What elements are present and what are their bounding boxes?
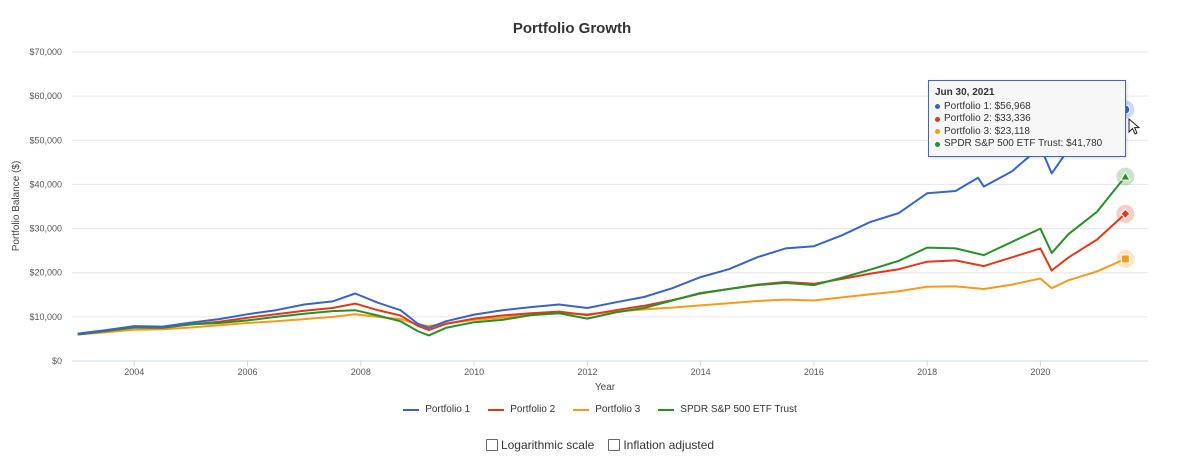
chart-title: Portfolio Growth xyxy=(513,20,631,37)
tooltip-dot xyxy=(935,129,940,135)
chart-tooltip: Jun 30, 2021 Portfolio 1: $56,968 Portfo… xyxy=(928,80,1126,157)
x-tick-label: 2008 xyxy=(351,367,371,377)
tooltip-dot xyxy=(935,141,940,147)
chart-options: Logarithmic scale Inflation adjusted xyxy=(0,438,1200,452)
tooltip-row-text: Portfolio 1: $56,968 xyxy=(944,100,1031,112)
tooltip-dot xyxy=(935,104,940,110)
legend-swatch xyxy=(573,408,590,411)
legend-label: Portfolio 1 xyxy=(425,404,471,415)
x-tick-label: 2016 xyxy=(804,367,824,377)
series-lines xyxy=(77,108,1127,337)
tooltip-row-text: Portfolio 2: $33,336 xyxy=(944,113,1031,124)
tooltip-row: Portfolio 3: $23,118 xyxy=(935,126,1119,139)
x-tick-label: 2020 xyxy=(1030,367,1050,377)
marker-portfolio-3[interactable] xyxy=(1120,254,1130,264)
series-line-portfolio-2[interactable] xyxy=(77,213,1126,336)
log-scale-checkbox[interactable] xyxy=(485,439,498,451)
y-tick-label: $60,000 xyxy=(29,91,62,101)
inflation-checkbox[interactable] xyxy=(608,439,621,451)
x-axis-title: Year xyxy=(595,382,616,393)
marker-portfolio-2[interactable] xyxy=(1120,208,1131,220)
legend-swatch xyxy=(658,408,675,411)
series-line-spdr-s-p-500-etf-trust[interactable] xyxy=(77,175,1127,337)
legend-item-portfolio-3[interactable]: Portfolio 3 xyxy=(573,404,640,415)
x-tick-label: 2014 xyxy=(691,367,711,377)
y-tick-label: $30,000 xyxy=(29,224,62,234)
x-tick-label: 2004 xyxy=(124,367,144,377)
legend-label: Portfolio 3 xyxy=(595,404,641,415)
log-scale-label: Logarithmic scale xyxy=(500,438,595,452)
inflation-option[interactable]: Inflation adjusted xyxy=(608,438,714,452)
x-tick-label: 2010 xyxy=(464,367,484,377)
tooltip-row-text: SPDR S&P 500 ETF Trust: $41,780 xyxy=(944,138,1103,149)
portfolio-growth-chart: Portfolio Growth $0 $10,000 $20,000 $30,000… xyxy=(11,20,1148,393)
legend-item-spdr[interactable]: SPDR S&P 500 ETF Trust xyxy=(658,404,797,415)
legend-swatch xyxy=(403,408,420,411)
series-line-portfolio-1[interactable] xyxy=(77,108,1126,335)
tooltip-dot xyxy=(935,116,940,122)
tooltip-row-text: Portfolio 3: $23,118 xyxy=(944,125,1030,137)
y-axis-title: Portfolio Balance ($) xyxy=(11,161,22,252)
inflation-label: Inflation adjusted xyxy=(623,438,715,452)
y-tick-label: $40,000 xyxy=(29,179,62,189)
series-line-portfolio-3[interactable] xyxy=(77,258,1126,336)
tooltip-row: SPDR S&P 500 ETF Trust: $41,780 xyxy=(935,138,1119,151)
legend-item-portfolio-2[interactable]: Portfolio 2 xyxy=(488,404,555,415)
y-axis-ticks: $0 $10,000 $20,000 $30,000 $40,000 $50,000 $60… xyxy=(29,47,62,366)
tooltip-row: Portfolio 2: $33,336 xyxy=(935,113,1119,126)
x-tick-label: 2012 xyxy=(577,367,597,377)
legend-label: Portfolio 2 xyxy=(510,404,556,415)
tooltip-row: Portfolio 1: $56,968 xyxy=(935,101,1119,114)
tooltip-date: Jun 30, 2021 xyxy=(935,87,995,98)
y-tick-label: $70,000 xyxy=(29,47,62,57)
x-tick-label: 2018 xyxy=(917,367,937,377)
log-scale-option[interactable]: Logarithmic scale xyxy=(485,438,595,452)
x-tick-label: 2006 xyxy=(238,367,258,377)
chart-legend: Portfolio 1 Portfolio 2 Portfolio 3 SPDR… xyxy=(0,404,1200,415)
y-tick-label: $20,000 xyxy=(29,268,62,278)
mouse-pointer-icon xyxy=(1128,118,1141,135)
x-axis-ticks: 2004 2006 2008 2010 2012 2014 2016 2018 2020 xyxy=(124,361,1050,377)
legend-item-portfolio-1[interactable]: Portfolio 1 xyxy=(403,404,470,415)
y-tick-label: $10,000 xyxy=(29,312,62,322)
legend-label: SPDR S&P 500 ETF Trust xyxy=(680,404,797,415)
marker-spdr-s-p-500-etf-trust[interactable] xyxy=(1119,171,1131,181)
y-tick-label: $50,000 xyxy=(29,135,62,145)
y-tick-label: $0 xyxy=(52,356,62,366)
legend-swatch xyxy=(488,408,505,411)
